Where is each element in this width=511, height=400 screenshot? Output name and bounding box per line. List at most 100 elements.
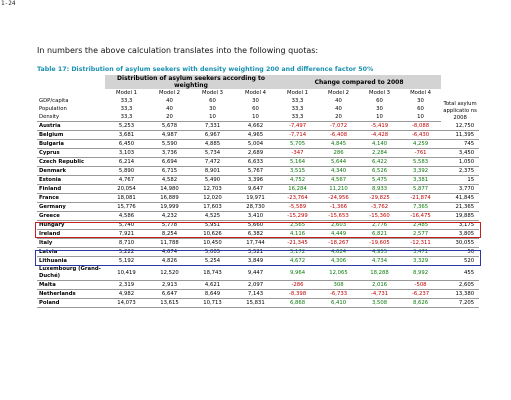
country-name: Luxembourg (Grand-Duché) (37, 265, 105, 281)
weight-value: 33,3 (277, 97, 319, 105)
change-value: 3,515 (277, 166, 319, 176)
table-row: Hungary 5,740 5,778 5,951 5,660 2,565 2,603 2,7… (37, 220, 480, 230)
country-name: Malta (37, 280, 105, 290)
distribution-value: 19,971 (234, 193, 278, 203)
change-value: -15,299 (277, 211, 319, 221)
weight-value: 60 (191, 97, 234, 105)
distribution-value: 12,520 (148, 265, 191, 281)
weight-value: 30 (234, 97, 278, 105)
country-name: Belgium (37, 130, 105, 140)
distribution-value: 4,674 (148, 247, 191, 257)
change-value: -4,428 (359, 130, 401, 140)
distribution-value: 11,788 (148, 238, 191, 248)
distribution-value: 5,005 (191, 247, 234, 257)
distribution-value: 5,253 (105, 121, 148, 131)
country-name: Cyprus (37, 148, 105, 158)
total-applications-value: 3,450 (441, 148, 480, 158)
change-value: -23,764 (277, 193, 319, 203)
change-value: 6,868 (277, 298, 319, 308)
change-value: -5,589 (277, 202, 319, 212)
total-applications-value: 7,205 (441, 298, 480, 308)
finland-highlight-box (35, 222, 481, 238)
distribution-value: 7,331 (191, 121, 234, 131)
change-value: 3,508 (359, 298, 401, 308)
distribution-value: 7,143 (234, 289, 278, 299)
table-row: Greece 4,586 4,232 4,525 3,410 -15,299 -15,653… (37, 211, 480, 221)
distribution-value: 18,081 (105, 193, 148, 203)
distribution-value: 9,447 (234, 265, 278, 281)
change-value: 5,475 (359, 175, 401, 185)
total-applications-value: 41,845 (441, 193, 480, 203)
change-value: -7,072 (318, 121, 360, 131)
change-value: 4,567 (318, 175, 360, 185)
change-value: -4,731 (359, 289, 401, 299)
weight-value: 60 (359, 97, 401, 105)
distribution-value: 6,715 (148, 166, 191, 176)
total-applications-value: 15 (441, 175, 480, 185)
change-value: 5,877 (400, 184, 442, 194)
distribution-value: 14,980 (148, 184, 191, 194)
distribution-value: 3,396 (234, 175, 278, 185)
distribution-value: 19,999 (148, 202, 191, 212)
total-applications-value: 30,055 (441, 238, 480, 248)
distribution-value: 5,590 (148, 139, 191, 149)
distribution-value: 4,232 (148, 211, 191, 221)
change-value: -347 (277, 148, 319, 158)
distribution-value: 5,740 (105, 220, 148, 230)
change-value: -21,345 (277, 238, 319, 248)
model-header: Model 2 (318, 89, 360, 97)
total-applications-value: 19,885 (441, 211, 480, 221)
distribution-value: 3,681 (105, 130, 148, 140)
change-value: -508 (400, 280, 442, 290)
change-value: 2,485 (400, 220, 442, 230)
change-value: -7,714 (277, 130, 319, 140)
distribution-value: 2,689 (234, 148, 278, 158)
weight-label-population: Population (39, 106, 67, 112)
change-value: -19,605 (359, 238, 401, 248)
model-header: Model 1 (105, 89, 148, 97)
change-value: 2,016 (359, 280, 401, 290)
distribution-value: 20,054 (105, 184, 148, 194)
change-value: 3,381 (400, 175, 442, 185)
table-row: Latvia 5,222 4,674 5,005 3,521 5,172 4,624 4,95… (37, 247, 480, 257)
distribution-value: 8,901 (191, 166, 234, 176)
total-asylum-header: Total asylum applicatio ns 2008 (443, 100, 477, 121)
total-applications-value: 3,175 (441, 220, 480, 230)
table-row: Poland 14,073 13,615 10,713 15,831 6,868 6,410… (37, 298, 480, 308)
country-name: Germany (37, 202, 105, 212)
distribution-value: 4,662 (234, 121, 278, 131)
weight-value: 33,3 (105, 105, 148, 113)
distribution-value: 4,965 (234, 130, 278, 140)
distribution-value: 4,982 (105, 289, 148, 299)
change-value: -8,398 (277, 289, 319, 299)
distribution-value: 17,744 (234, 238, 278, 248)
page-number-label: 1-24 (1, 0, 16, 7)
weight-value: 40 (148, 105, 191, 113)
change-value: 4,140 (359, 139, 401, 149)
distribution-value: 9,647 (234, 184, 278, 194)
change-value: -18,267 (318, 238, 360, 248)
change-value: 18,288 (359, 265, 401, 281)
change-value: 8,626 (400, 298, 442, 308)
weight-value: 60 (400, 105, 442, 113)
table-row: Finland 20,054 14,980 12,703 9,647 16,284 11,2… (37, 184, 480, 194)
table-row: France 18,081 16,889 12,020 19,971 -23,764 -24… (37, 193, 480, 203)
header-corner-right (441, 75, 480, 89)
change-value: 6,821 (359, 229, 401, 239)
weight-value: 10 (359, 113, 401, 122)
country-name: Ireland (37, 229, 105, 239)
change-value: 3,471 (400, 247, 442, 257)
distribution-group-header: Distribution of asylum seekers according… (105, 75, 278, 89)
change-value: 308 (318, 280, 360, 290)
model-header: Model 3 (359, 89, 401, 97)
weight-value: 33,3 (105, 97, 148, 105)
distribution-value: 8,254 (148, 229, 191, 239)
change-value: 9,964 (277, 265, 319, 281)
change-value: -761 (400, 148, 442, 158)
country-name: Latvia (37, 247, 105, 257)
weight-value: 20 (318, 113, 360, 122)
table-row: Malta 2,319 2,913 4,621 2,097 -286 308 2,016 -50… (37, 280, 480, 290)
total-applications-value: 1,050 (441, 157, 480, 167)
distribution-value: 28,730 (234, 202, 278, 212)
country-name: Poland (37, 298, 105, 308)
